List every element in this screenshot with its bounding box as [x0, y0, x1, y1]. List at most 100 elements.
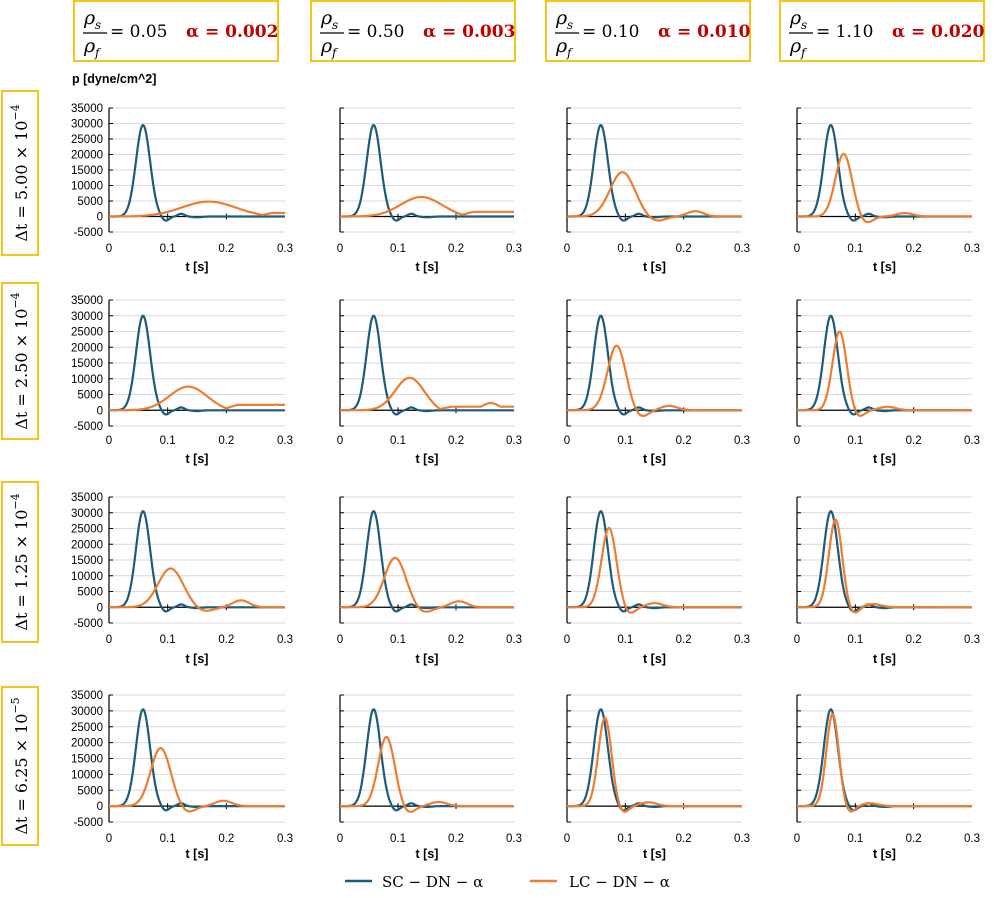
- x-tick-label: 0: [564, 243, 570, 255]
- y-tick-label: 20000: [71, 342, 103, 354]
- x-axis-label: t [s]: [643, 652, 666, 666]
- x-tick-label: 0: [337, 435, 343, 447]
- x-tick-label: 0.3: [506, 833, 522, 845]
- series-line-lc: [109, 200, 285, 218]
- density-ratio-fraction: ρ sρ f: [789, 7, 813, 60]
- row-label-text: Δt = 2.50 × 10−4: [9, 292, 31, 429]
- panel: 35000300002500020000150001000050000-5000…: [71, 103, 293, 274]
- column-header: ρ sρ f= 0.05 α = 0.002: [73, 0, 279, 62]
- y-tick-label: 5000: [77, 587, 103, 599]
- time-step-exponent: −4: [9, 292, 22, 308]
- series-line-sc: [109, 708, 285, 812]
- x-tick-label: 0.2: [218, 634, 234, 646]
- density-ratio-value: = 0.50: [347, 22, 405, 42]
- time-step-label: Δt = 1.25 × 10−4: [9, 493, 31, 630]
- x-tick-label: 0.1: [390, 634, 406, 646]
- panels: 35000300002500020000150001000050000-5000…: [71, 103, 980, 861]
- rho-s-symbol: ρ: [320, 7, 333, 29]
- panel: 0 0.1 0.2 0.3 t [s]: [794, 299, 980, 466]
- x-tick-label: 0.1: [390, 243, 406, 255]
- panel: 0 0.1 0.2 0.3 t [s]: [794, 496, 980, 666]
- series-line-lc: [567, 171, 742, 222]
- y-tick-label: 35000: [71, 103, 103, 115]
- row-label-frame: [1, 90, 39, 256]
- y-tick-label: -5000: [74, 421, 103, 433]
- x-tick-label: 0: [337, 243, 343, 255]
- x-tick-label: 0: [337, 634, 343, 646]
- row-label-text: Δt = 6.25 × 10−5: [9, 697, 31, 834]
- x-tick-label: 0.2: [906, 634, 922, 646]
- series-line-sc: [340, 124, 514, 222]
- x-tick-label: 0.1: [847, 634, 863, 646]
- y-tick-label: -5000: [74, 618, 103, 630]
- x-axis-label: t [s]: [186, 847, 209, 861]
- rho-f-symbol: ρ: [555, 35, 568, 57]
- series-line-sc: [108, 314, 285, 416]
- x-tick-label: 0.3: [506, 435, 522, 447]
- x-tick-label: 0.2: [906, 243, 922, 255]
- x-tick-label: 0.3: [734, 243, 750, 255]
- y-tick-label: 20000: [71, 539, 103, 551]
- x-tick-label: 0.3: [277, 243, 293, 255]
- panel: 35000300002500020000150001000050000-5000…: [71, 690, 293, 861]
- x-tick-label: 0: [564, 833, 570, 845]
- x-tick-label: 0.1: [847, 243, 863, 255]
- panel: 0 0.1 0.2 0.3 t [s]: [564, 107, 750, 274]
- series-line-lc: [339, 556, 514, 613]
- y-tick-label: 30000: [71, 508, 103, 520]
- x-tick-label: 0.3: [277, 435, 293, 447]
- x-tick-label: 0.2: [448, 833, 464, 845]
- series-line-sc: [797, 708, 972, 812]
- x-tick-label: 0.2: [676, 435, 692, 447]
- rho-s-symbol: ρ: [555, 7, 568, 29]
- density-ratio-fraction: ρ sρ f: [555, 7, 579, 60]
- x-tick-label: 0.1: [847, 435, 863, 447]
- x-tick-label: 0.1: [617, 243, 633, 255]
- alpha-value: α = 0.002: [186, 22, 278, 42]
- panel: 0 0.1 0.2 0.3 t [s]: [337, 496, 522, 666]
- y-tick-label: 15000: [71, 165, 103, 177]
- legend-label-lc: LC − DN − α: [569, 873, 670, 891]
- header-frame: [73, 0, 279, 62]
- y-tick-label: 35000: [71, 492, 103, 504]
- x-tick-label: 0: [106, 243, 112, 255]
- series-line-lc: [796, 518, 972, 614]
- panel: 0 0.1 0.2 0.3 t [s]: [794, 694, 980, 861]
- series-line-lc: [566, 526, 742, 614]
- density-ratio-value: = 1.10: [816, 22, 874, 42]
- x-axis-label: t [s]: [186, 452, 209, 466]
- rho-s-subscript: s: [95, 18, 101, 32]
- header-frame: [545, 0, 751, 62]
- x-tick-label: 0: [794, 435, 800, 447]
- series-line-sc: [340, 708, 514, 812]
- x-tick-label: 0.1: [390, 833, 406, 845]
- x-tick-label: 0: [106, 435, 112, 447]
- alpha-value: α = 0.020: [892, 22, 985, 42]
- y-tick-label: -5000: [74, 817, 103, 829]
- delta-t: Δt = 5.00 × 10: [12, 121, 31, 242]
- x-tick-label: 0.3: [506, 243, 522, 255]
- x-tick-label: 0.2: [448, 634, 464, 646]
- x-tick-label: 0.3: [734, 634, 750, 646]
- y-tick-label: -5000: [74, 227, 103, 239]
- rho-f-symbol: ρ: [83, 35, 96, 57]
- series-line-lc: [340, 735, 514, 813]
- delta-t: Δt = 1.25 × 10: [12, 510, 31, 631]
- x-tick-label: 0.1: [847, 833, 863, 845]
- x-tick-label: 0: [794, 634, 800, 646]
- x-axis-label: t [s]: [643, 847, 666, 861]
- x-tick-label: 0.3: [734, 833, 750, 845]
- series-line-lc: [567, 716, 742, 813]
- x-tick-label: 0.1: [617, 833, 633, 845]
- y-tick-label: 30000: [71, 311, 103, 323]
- x-tick-label: 0: [564, 435, 570, 447]
- y-tick-label: 35000: [71, 690, 103, 702]
- x-tick-label: 0.3: [277, 634, 293, 646]
- panel: 0 0.1 0.2 0.3 t [s]: [337, 694, 522, 861]
- x-tick-label: 0.2: [906, 833, 922, 845]
- y-tick-label: 25000: [71, 327, 103, 339]
- time-step-exponent: −4: [9, 493, 22, 509]
- x-axis-label: t [s]: [416, 452, 439, 466]
